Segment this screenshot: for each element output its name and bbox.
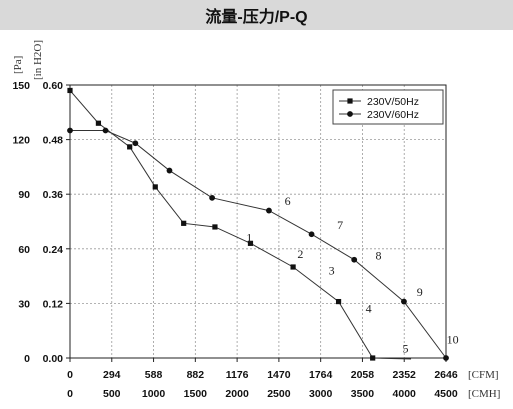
x-tick-label-cmh: 0: [67, 388, 73, 400]
series-line: [70, 130, 447, 359]
x-tick-label-cfm: 2058: [351, 369, 375, 381]
legend-label: 230V/60Hz: [367, 109, 419, 121]
point-annotations: 1 2 3 4 5 6 7 8 9 10: [246, 194, 458, 355]
point-annotation: 5: [403, 342, 409, 356]
legend-item: 230V/50Hz: [339, 96, 419, 108]
x-tick-label-cfm: 588: [145, 369, 163, 381]
legend-marker: [347, 111, 353, 117]
legend-box: [332, 89, 444, 125]
point-annotation: 2: [297, 247, 303, 261]
x-tick-label-cfm: 1176: [226, 369, 249, 381]
x-tick-label-cmh: 3000: [309, 388, 333, 400]
y-unit-pa: [Pa]: [12, 56, 24, 74]
x-tick-label-cfm: 294: [103, 369, 121, 381]
series-point: [67, 127, 73, 134]
y-tick-label-inh2o: 0.36: [43, 189, 64, 201]
series-point: [351, 256, 358, 263]
x-tick-label-cmh: 4500: [434, 388, 458, 400]
chart-title: 流量-压力/P-Q: [205, 9, 308, 26]
series-point: [443, 355, 449, 361]
data-series: [67, 87, 449, 361]
series-point: [370, 355, 376, 361]
x-tick-label-cfm: 2352: [393, 369, 417, 381]
y-tick-label-pa: 90: [18, 189, 30, 201]
series-point: [212, 224, 218, 230]
legend-item: 230V/60Hz: [339, 109, 419, 121]
series-point: [67, 87, 73, 94]
point-annotation: 8: [376, 249, 382, 263]
point-annotation: 3: [329, 263, 335, 277]
series-point: [247, 240, 254, 246]
series-line: [69, 90, 412, 360]
x-tick-label-cfm: 0: [67, 369, 73, 381]
series-point: [181, 220, 187, 226]
point-annotation: 9: [417, 285, 423, 299]
point-annotation: 4: [366, 302, 372, 316]
point-annotation: 7: [337, 218, 343, 232]
y-tick-label-pa: 150: [12, 80, 30, 92]
y-tick-label-pa: 0: [24, 353, 30, 365]
y-unit-inh2o: [in H2O]: [32, 40, 44, 80]
plot-frame: [69, 84, 447, 359]
x-tick-label-cmh: 3500: [351, 388, 375, 400]
grid-lines: [70, 85, 446, 358]
x-tick-label-cmh: 4000: [393, 388, 417, 400]
legend-marker: [347, 98, 353, 104]
x-tick-label-cmh: 2000: [225, 388, 249, 400]
y-tick-label-pa: 60: [18, 244, 30, 256]
axis-units: [CFM] [CMH] [Pa] [in H2O]: [12, 40, 500, 400]
x-tick-label-cfm: 882: [187, 369, 205, 381]
x-unit-cfm: [CFM]: [468, 369, 499, 381]
x-tick-label-cfm: 1764: [309, 369, 333, 381]
series-point: [132, 140, 139, 147]
series-point: [290, 264, 296, 270]
x-tick-label-cfm: 2646: [434, 369, 458, 381]
y-tick-label-pa: 120: [12, 135, 30, 147]
y-tick-label-inh2o: 0.12: [43, 298, 64, 310]
series-point: [152, 184, 158, 190]
x-tick-label-cmh: 1500: [184, 388, 208, 400]
point-annotation: 6: [285, 194, 291, 208]
series-point: [102, 127, 109, 134]
series-point: [266, 207, 272, 214]
y-tick-label-inh2o: 0.24: [43, 244, 64, 256]
chart-title-bar: 流量-压力/P-Q: [0, 0, 513, 30]
x-tick-label-cmh: 500: [103, 388, 121, 400]
series-point: [401, 298, 407, 305]
x-tick-label-cmh: 1000: [142, 388, 166, 400]
legend-label: 230V/50Hz: [367, 96, 419, 108]
x-tick-label-cfm: 1470: [267, 369, 291, 381]
point-annotation: 10: [447, 332, 459, 346]
series-point: [166, 167, 173, 174]
series-point: [335, 298, 342, 305]
series-point: [95, 120, 102, 126]
y-tick-label-inh2o: 0.48: [43, 135, 64, 147]
series-point: [209, 194, 216, 201]
y-tick-label-pa: 30: [18, 298, 30, 310]
y-tick-label-inh2o: 0.60: [43, 80, 64, 92]
series-point: [308, 231, 315, 238]
point-annotation: 1: [246, 231, 252, 245]
series-2: [67, 127, 449, 361]
y-tick-label-inh2o: 0.00: [43, 353, 64, 365]
x-tick-label-cmh: 2500: [267, 388, 291, 400]
series-1: [67, 87, 412, 361]
x-unit-cmh: [CMH]: [468, 388, 500, 400]
series-point: [127, 144, 133, 150]
